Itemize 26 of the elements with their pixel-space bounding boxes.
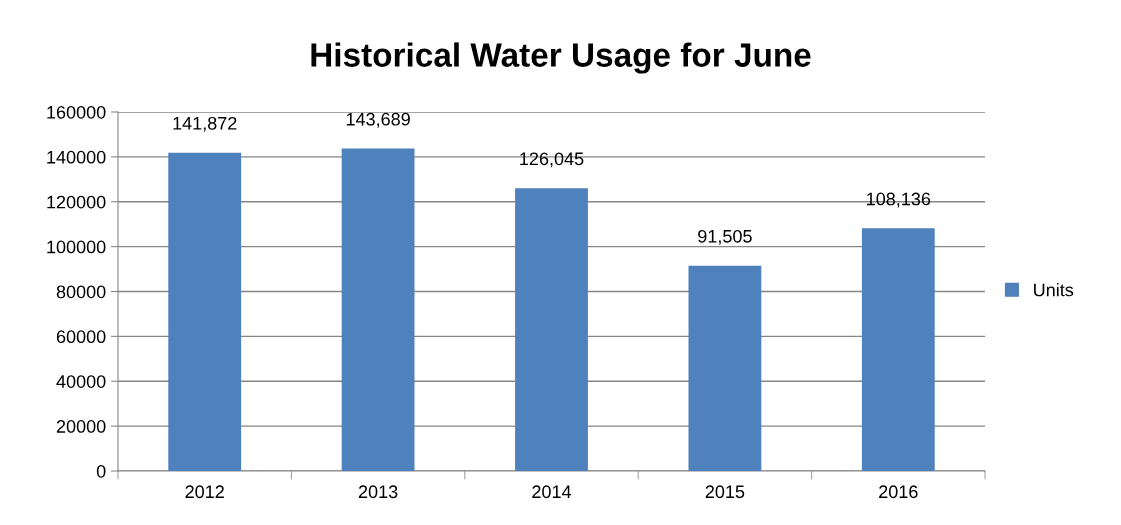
y-tick-label: 20000	[56, 420, 106, 433]
y-tick-label: 100000	[47, 240, 106, 254]
x-tick-label: 2014	[532, 485, 572, 499]
y-tick-label: 60000	[56, 330, 106, 344]
bar	[515, 188, 588, 471]
y-tick-label: 160000	[47, 105, 106, 119]
bar	[341, 148, 415, 471]
y-tick-label: 140000	[47, 150, 106, 164]
x-tick-label: 2015	[705, 485, 745, 499]
x-tick-label: 2016	[879, 485, 918, 499]
data-label: 143,689	[346, 112, 410, 128]
y-tick-label: 40000	[56, 375, 106, 388]
data-label: 126,045	[520, 152, 584, 168]
bar	[688, 265, 762, 471]
bar	[861, 228, 935, 471]
data-label: 141,872	[173, 116, 237, 132]
y-tick-label: 0	[96, 464, 106, 478]
data-label: 91,505	[698, 229, 752, 245]
x-tick-label: 2012	[185, 485, 224, 499]
data-label: 108,136	[867, 192, 931, 208]
x-tick-label: 2013	[358, 485, 398, 499]
legend-label: Units	[1034, 283, 1074, 297]
y-tick-label: 80000	[56, 285, 106, 299]
chart-title: Historical Water Usage for June	[311, 42, 811, 74]
bar	[168, 152, 242, 471]
y-tick-label: 120000	[47, 195, 106, 209]
